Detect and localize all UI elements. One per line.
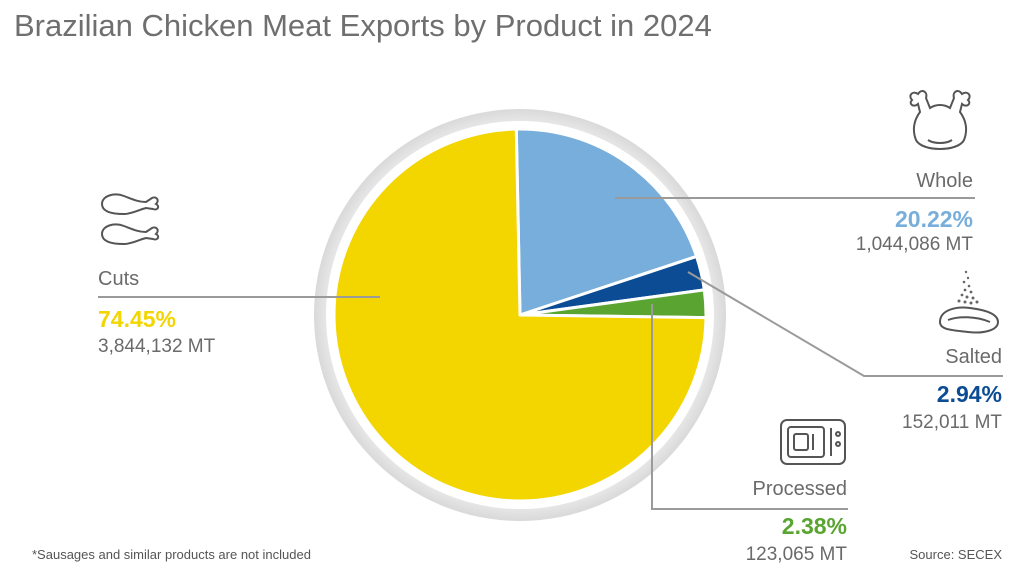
leader-line-processed bbox=[651, 304, 848, 510]
processed-label: Processed bbox=[752, 478, 848, 500]
pie-slice-whole bbox=[514, 127, 699, 317]
microwave-icon bbox=[778, 416, 848, 473]
salted-percent: 2.94% bbox=[936, 381, 1002, 407]
chicken-drumstick-icon bbox=[98, 190, 168, 255]
salted-label: Salted bbox=[945, 346, 1002, 368]
whole-label: Whole bbox=[916, 170, 973, 192]
whole-chicken-icon bbox=[904, 82, 976, 163]
leader-line-salted bbox=[687, 271, 1003, 377]
source-note: Source: SECEX bbox=[909, 547, 1003, 562]
leader-lines bbox=[98, 197, 1003, 510]
whole-percent: 20.22% bbox=[894, 206, 973, 232]
cuts-percent: 74.45% bbox=[98, 306, 177, 332]
salted-meat-icon bbox=[936, 268, 1002, 343]
processed-volume: 123,065 MT bbox=[745, 544, 847, 565]
salted-volume: 152,011 MT bbox=[902, 412, 1002, 433]
chart-title: Brazilian Chicken Meat Exports by Produc… bbox=[14, 8, 712, 43]
pie-slices bbox=[332, 127, 708, 503]
processed-percent: 2.38% bbox=[781, 513, 847, 539]
footnote: *Sausages and similar products are not i… bbox=[32, 547, 311, 562]
cuts-label: Cuts bbox=[98, 268, 140, 290]
pie-slice-cuts bbox=[332, 127, 708, 503]
whole-volume: 1,044,086 MT bbox=[855, 234, 973, 255]
cuts-volume: 3,844,132 MT bbox=[98, 336, 216, 357]
